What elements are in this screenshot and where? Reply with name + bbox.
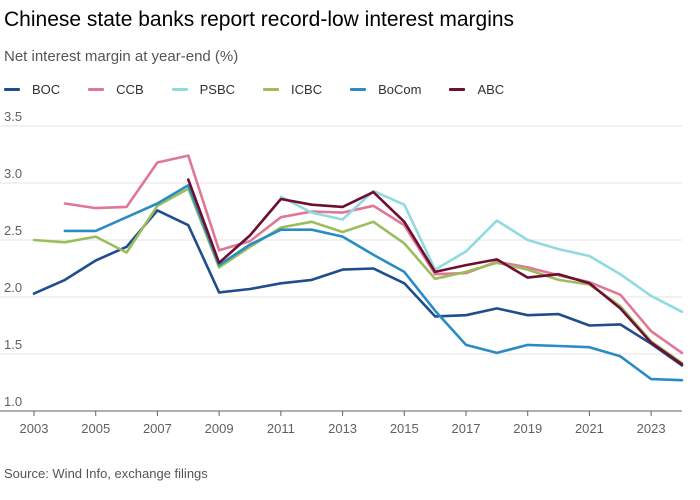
chart-legend: BOC CCB PSBC ICBC BoCom ABC bbox=[4, 80, 532, 98]
legend-swatch bbox=[350, 87, 367, 91]
legend-label: PSBC bbox=[199, 81, 236, 97]
series-line-icbc bbox=[32, 187, 684, 365]
x-tick-label: 2011 bbox=[267, 421, 295, 436]
y-tick-label: 1.0 bbox=[4, 394, 22, 409]
x-tick-label: 2015 bbox=[390, 421, 419, 436]
legend-label: ABC bbox=[477, 81, 505, 97]
source-note: Source: Wind Info, exchange filings bbox=[4, 466, 208, 481]
legend-swatch bbox=[263, 87, 280, 91]
y-tick-label: 3.5 bbox=[4, 109, 22, 124]
series-line-psbc bbox=[279, 189, 684, 314]
x-tick-label: 2007 bbox=[143, 421, 172, 436]
series-layer bbox=[32, 154, 684, 382]
legend-label: CCB bbox=[116, 81, 144, 97]
legend-label: BOC bbox=[32, 81, 61, 97]
x-tick-label: 2023 bbox=[637, 421, 666, 436]
legend-swatch bbox=[449, 87, 466, 91]
legend-swatch bbox=[4, 87, 20, 91]
y-tick-label: 3.0 bbox=[4, 166, 22, 181]
axis-layer: 1.0 1.5 2.0 2.5 3.0 3.5 2003 2005 2007 2009 2011 20… bbox=[0, 109, 682, 436]
legend-swatch bbox=[88, 87, 105, 91]
legend-item-icbc: ICBC bbox=[263, 82, 322, 97]
x-tick-label: 2005 bbox=[81, 421, 110, 436]
legend-item-ccb: CCB bbox=[88, 81, 144, 97]
legend-item-boc: BOC bbox=[4, 82, 60, 97]
chart-title: Chinese state banks report record-low in… bbox=[4, 8, 515, 31]
y-tick-label: 2.0 bbox=[4, 280, 22, 295]
chart-subtitle: Net interest margin at year-end (%) bbox=[4, 48, 239, 65]
series-line-boc bbox=[32, 209, 684, 367]
series-line-abc bbox=[187, 178, 684, 366]
legend-swatch bbox=[171, 87, 188, 91]
x-tick-label: 2019 bbox=[513, 421, 542, 436]
x-tick-label: 2009 bbox=[205, 421, 234, 436]
x-tick-label: 2017 bbox=[452, 421, 481, 436]
legend-item-psbc: PSBC bbox=[171, 81, 236, 97]
legend-label: ICBC bbox=[291, 81, 323, 97]
legend-label: BoCom bbox=[378, 81, 422, 97]
grid-layer bbox=[0, 125, 682, 355]
x-tick-label: 2013 bbox=[328, 421, 357, 436]
x-tick-label: 2003 bbox=[20, 421, 49, 436]
y-tick-label: 2.5 bbox=[4, 223, 22, 238]
legend-item-bocom: BoCom bbox=[350, 82, 421, 97]
legend-item-abc: ABC bbox=[449, 82, 504, 97]
series-line-bocom bbox=[63, 184, 684, 382]
y-tick-label: 1.5 bbox=[4, 337, 22, 352]
x-tick-label: 2021 bbox=[575, 421, 604, 436]
